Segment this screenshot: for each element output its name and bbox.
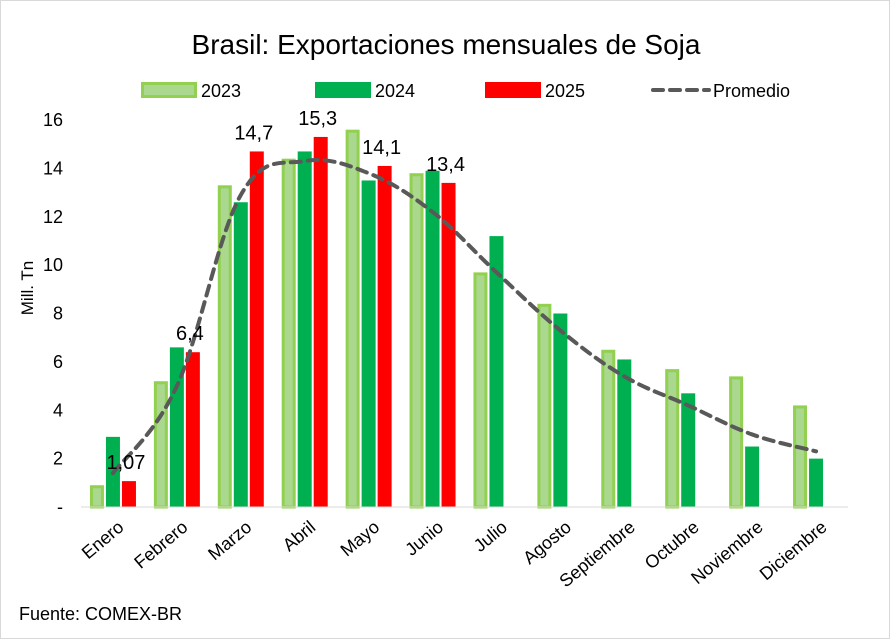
- y-tick-label: 12: [43, 207, 63, 227]
- legend-label: Promedio: [713, 81, 790, 101]
- bar-2023-enero: [89, 485, 104, 509]
- bar-2023-febrero: [153, 381, 168, 509]
- y-tick-label: 14: [43, 158, 63, 178]
- bar-2024-octubre: [681, 393, 696, 507]
- legend-label: 2025: [545, 81, 585, 101]
- x-tick-label: Enero: [78, 517, 128, 563]
- bar-2023-julio: [473, 272, 488, 509]
- chart-title: Brasil: Exportaciones mensuales de Soja: [192, 29, 701, 60]
- data-label-febrero: 6,4: [176, 323, 204, 345]
- bar-2023-marzo: [217, 185, 232, 509]
- x-tick-label: Octubre: [641, 517, 703, 573]
- y-axis: - 2 4 6 8 10 12 14 16: [43, 110, 63, 517]
- bar-2023-diciembre: [793, 405, 808, 509]
- legend-swatch-2023: [141, 82, 197, 98]
- y-tick-label: 4: [53, 400, 63, 420]
- data-label-mayo: 14,1: [362, 137, 401, 159]
- legend: 2023 2024 2025 Promedio: [141, 81, 790, 101]
- bar-2025-enero: [121, 481, 136, 507]
- data-labels: 1,07 6,4 14,7 15,3 14,1 13,4: [106, 108, 465, 474]
- legend-swatch-2024: [315, 82, 371, 98]
- bar-2024-junio: [425, 170, 440, 507]
- data-label-marzo: 14,7: [234, 122, 273, 144]
- x-tick-label: Noviembre: [687, 517, 767, 588]
- data-label-abril: 15,3: [298, 108, 337, 130]
- bar-2023-noviembre: [729, 376, 744, 509]
- y-tick-label: 6: [53, 352, 63, 372]
- source-note: Fuente: COMEX-BR: [19, 604, 182, 624]
- y-tick-label: 8: [53, 304, 63, 324]
- y-tick-label: 10: [43, 255, 63, 275]
- x-axis: Enero Febrero Marzo Abril Mayo Junio Julio Agos…: [78, 517, 831, 591]
- bar-2024-septiembre: [617, 359, 632, 507]
- bar-2023-septiembre: [601, 349, 616, 509]
- bar-2024-febrero: [169, 347, 184, 507]
- average-line: [110, 158, 819, 476]
- bar-2023-mayo: [345, 129, 360, 509]
- legend-swatch-2025: [485, 82, 541, 98]
- bar-2025-abril: [313, 136, 328, 507]
- bar-2024-abril: [297, 151, 312, 507]
- bar-2025-mayo: [377, 165, 392, 508]
- bar-2023-abril: [281, 158, 296, 509]
- bar-2024-diciembre: [809, 458, 824, 507]
- bar-2024-noviembre: [745, 446, 760, 507]
- bars: [89, 129, 824, 509]
- bar-2024-julio: [489, 236, 504, 507]
- legend-label: 2023: [201, 81, 241, 101]
- bar-2025-junio: [441, 182, 456, 507]
- promedio-line: [110, 158, 819, 476]
- y-tick-label: 16: [43, 110, 63, 130]
- bar-2024-marzo: [233, 202, 248, 508]
- legend-label: 2024: [375, 81, 415, 101]
- x-tick-label: Julio: [470, 517, 511, 556]
- x-tick-label: Diciembre: [756, 517, 831, 584]
- x-tick-label: Febrero: [130, 517, 191, 573]
- bar-2023-octubre: [665, 369, 680, 509]
- y-axis-label: Mill. Tn: [18, 261, 37, 315]
- y-tick-label: -: [57, 497, 63, 517]
- bar-2024-mayo: [361, 180, 376, 507]
- bar-2025-febrero: [185, 352, 200, 507]
- bar-2025-marzo: [249, 151, 264, 507]
- x-tick-label: Mayo: [337, 517, 384, 561]
- y-tick-label: 2: [53, 449, 63, 469]
- bar-2023-junio: [409, 173, 424, 509]
- bar-2023-agosto: [537, 303, 552, 509]
- x-tick-label: Abril: [279, 517, 319, 555]
- data-label-junio: 13,4: [426, 154, 465, 176]
- x-tick-label: Agosto: [519, 517, 575, 568]
- x-tick-label: Marzo: [204, 517, 255, 564]
- bar-2024-agosto: [553, 313, 568, 507]
- data-label-enero: 1,07: [106, 452, 145, 474]
- x-tick-label: Junio: [401, 517, 447, 560]
